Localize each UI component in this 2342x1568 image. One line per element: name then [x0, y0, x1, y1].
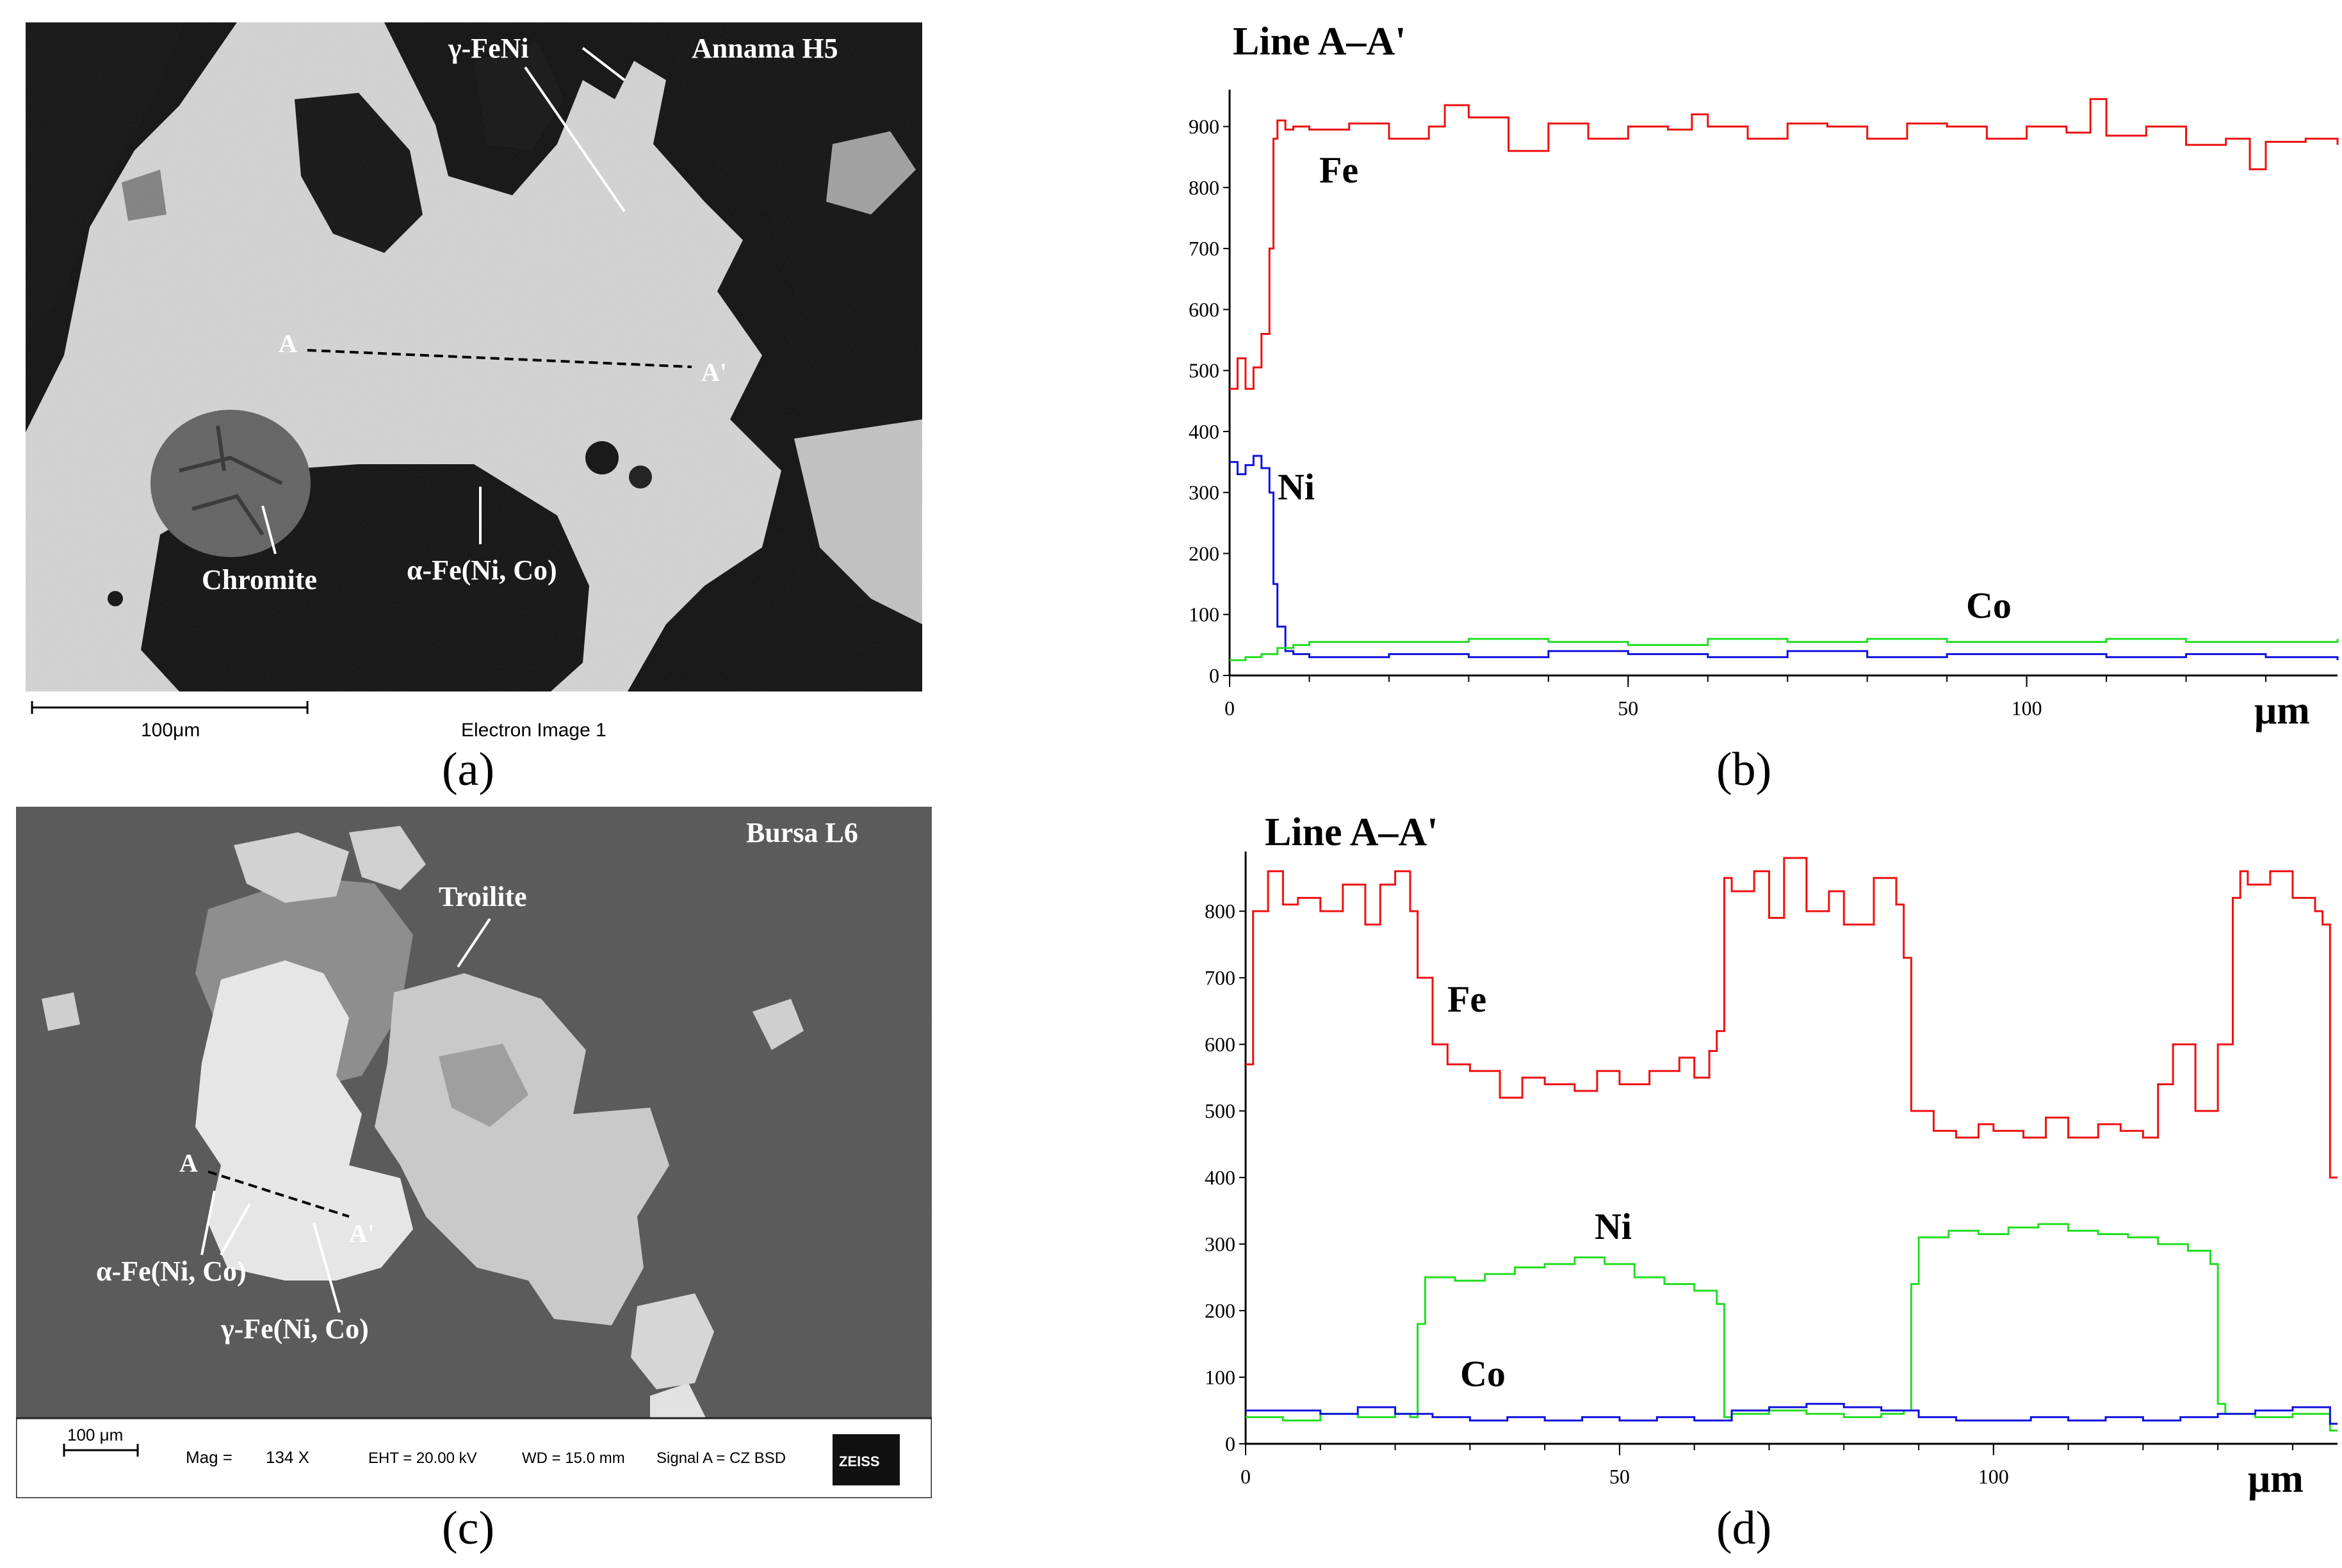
co-series-label: Co [1460, 1353, 1506, 1394]
panel-a: A A' Annama H5 γ-FeNi Chromite α-Fe(Ni, … [26, 22, 935, 752]
gamma-fenis-label: γ-FeNi [448, 33, 529, 64]
y-tick-label: 500 [1205, 1099, 1235, 1122]
caption-b: (b) [1716, 743, 1772, 796]
image-caption: Electron Image 1 [461, 720, 606, 741]
troilite-label: Troilite [439, 881, 527, 912]
arrow-gamma-fe [313, 1222, 341, 1313]
scale-bar-label: 100μm [141, 720, 200, 741]
x-tick-label: 0 [1240, 1465, 1251, 1488]
y-tick-label: 800 [1205, 900, 1235, 923]
zeiss-logo [833, 1434, 900, 1485]
sample-label: Bursa L6 [746, 817, 858, 848]
arrow-troilite [457, 917, 491, 968]
eht-value: EHT = 20.00 kV [368, 1450, 477, 1467]
caption-c: (c) [442, 1502, 495, 1555]
y-tick-label: 0 [1209, 664, 1219, 687]
series-line-fe [1246, 857, 2338, 1179]
troilite-grain [349, 826, 426, 890]
series-line-ni [1230, 455, 2339, 661]
y-tick-label: 500 [1189, 359, 1219, 382]
fe-series-label: Fe [1319, 149, 1358, 191]
co-series-label: Co [1966, 585, 2012, 626]
metal-grain [752, 999, 804, 1050]
metal-grain [42, 992, 80, 1031]
chromite-label: Chromite [202, 564, 317, 595]
alpha-fe-label: α-Fe(Ni, Co) [96, 1256, 247, 1287]
scale-bar-label: 100 μm [67, 1425, 123, 1444]
y-tick-label: 0 [1225, 1432, 1235, 1455]
y-tick-label: 200 [1205, 1299, 1235, 1322]
y-tick-label: 300 [1205, 1233, 1235, 1256]
y-tick-label: 700 [1189, 237, 1219, 260]
arrow-gamma-fenis [524, 66, 626, 213]
y-tick-label: 800 [1189, 176, 1219, 199]
sem-image-bursa: A A' Bursa L6 Troilite α-Fe(Ni, Co) γ-Fe… [15, 807, 933, 1499]
fe-series-label: Fe [1447, 978, 1486, 1020]
y-tick-label: 900 [1189, 115, 1219, 138]
line-a-a-prime [307, 349, 692, 368]
panel-b: Line A–A' μm Fe Ni Co 0 100 200 300 400 500 60… [1140, 13, 2342, 749]
chart-title: Line A–A' [1233, 20, 1406, 63]
signal-value: Signal A = CZ BSD [656, 1450, 786, 1467]
y-tick-label: 300 [1189, 481, 1219, 504]
series-line-co [1246, 1403, 2338, 1425]
y-tick-label: 600 [1189, 298, 1219, 321]
series-line-co [1230, 638, 2339, 661]
y-tick-label: 700 [1205, 966, 1235, 989]
linescan-chart-b: Line A–A' μm Fe Ni Co 010020030040050060… [1189, 20, 2339, 732]
ni-series-label: Ni [1278, 466, 1315, 508]
chart-title: Line A–A' [1265, 811, 1438, 854]
alpha-fe-label: α-Fe(Ni, Co) [407, 554, 557, 586]
x-unit-label: μm [2254, 689, 2310, 732]
y-tick-label: 600 [1205, 1033, 1235, 1056]
x-unit-label: μm [2248, 1457, 2304, 1501]
point-a-label: A [179, 1149, 198, 1177]
caption-a: (a) [442, 743, 495, 796]
panel-c: A A' Bursa L6 Troilite α-Fe(Ni, Co) γ-Fe… [15, 807, 933, 1499]
x-tick-label: 50 [1618, 697, 1638, 720]
x-tick-label: 100 [2012, 697, 2042, 720]
mag-value: 134 X [266, 1448, 309, 1467]
linescan-chart-d: Line A–A' μm Fe Ni Co 010020030040050060… [1205, 811, 2338, 1501]
mag-label: Mag = [186, 1448, 232, 1467]
y-tick-label: 100 [1205, 1366, 1235, 1389]
y-tick-label: 100 [1189, 603, 1219, 626]
x-tick-label: 50 [1609, 1465, 1630, 1488]
x-tick-label: 0 [1224, 697, 1235, 720]
sem-image-annama: A A' Annama H5 γ-FeNi Chromite α-Fe(Ni, … [26, 22, 922, 752]
y-tick-label: 400 [1189, 420, 1219, 443]
y-tick-label: 200 [1189, 542, 1219, 565]
y-tick-label: 400 [1205, 1166, 1235, 1189]
arrow-gamma-fenis [581, 47, 626, 81]
wd-value: WD = 15.0 mm [522, 1450, 625, 1467]
panel-d: Line A–A' μm Fe Ni Co 0 100 200 300 400 500 60… [1140, 807, 2342, 1505]
arrow-chromite [261, 505, 277, 554]
sample-label: Annama H5 [692, 33, 838, 64]
series-line-ni [1246, 1223, 2338, 1432]
point-a-label: A [279, 329, 297, 358]
caption-d: (d) [1716, 1502, 1772, 1555]
svg-text:ZEISS: ZEISS [839, 1453, 880, 1469]
sem-infobar [15, 1417, 933, 1499]
arrow-alpha-fe [220, 1203, 251, 1256]
ni-series-label: Ni [1595, 1206, 1632, 1247]
point-a-prime-label: A' [349, 1219, 375, 1248]
troilite-grain [234, 832, 349, 903]
arrow-alpha-fe [200, 1190, 216, 1256]
metal-grain [631, 1293, 714, 1389]
silicate-inclusion [439, 1044, 528, 1127]
gamma-fe-label: γ-Fe(Ni, Co) [220, 1313, 369, 1345]
metal-grain [195, 960, 413, 1281]
line-a-a-prime [207, 1170, 350, 1218]
series-line-fe [1230, 98, 2339, 390]
point-a-prime-label: A' [701, 358, 727, 387]
x-tick-label: 100 [1978, 1465, 2009, 1488]
